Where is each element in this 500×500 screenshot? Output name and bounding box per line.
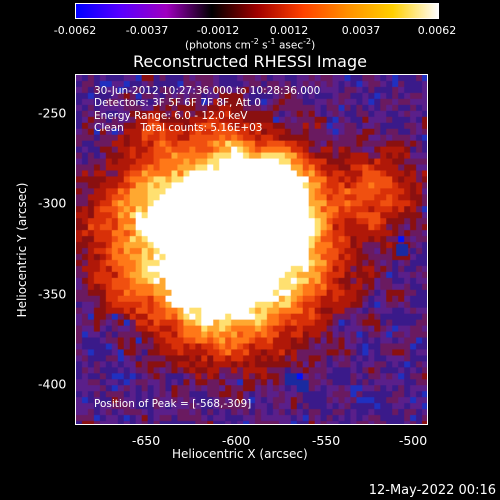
y-tick-label: -300 <box>38 195 67 211</box>
annotation-energy: Energy Range: 6.0 - 12.0 keV <box>94 110 248 122</box>
colorbar-tick: -0.0062 <box>53 24 97 37</box>
plot-title: Reconstructed RHESSI Image <box>133 52 367 71</box>
x-axis-label: Heliocentric X (arcsec) <box>172 447 308 461</box>
colorbar-units: (photons cm-2 s-1 asec-2) <box>185 37 316 52</box>
x-tick-label: -650 <box>131 433 161 448</box>
y-axis-label: Heliocentric Y (arcsec) <box>15 182 29 318</box>
colorbar-tick: 0.0012 <box>269 24 309 37</box>
colorbar-tick: -0.0037 <box>125 24 169 37</box>
y-tick-label: -400 <box>38 376 67 392</box>
rhessi-image <box>75 74 428 425</box>
x-tick-label: -550 <box>311 433 341 448</box>
annotation-detectors: Detectors: 3F 5F 6F 7F 8F, Att 0 <box>94 97 261 109</box>
y-tick-label: -350 <box>38 286 67 302</box>
colorbar-tick: 0.0037 <box>341 24 381 37</box>
colorbar-tick: -0.0012 <box>196 24 240 37</box>
annotation-clean-counts: Clean Total counts: 5.16E+03 <box>94 122 263 134</box>
y-tick-label: -250 <box>38 105 67 121</box>
x-tick-label: -500 <box>398 433 428 448</box>
annotation-peak-position: Position of Peak = [-568,-309] <box>94 398 252 410</box>
colorbar <box>75 3 439 19</box>
annotation-time-range: 30-Jun-2012 10:27:36.000 to 10:28:36.000 <box>94 85 321 97</box>
timestamp: 12-May-2022 00:16 <box>368 483 496 498</box>
colorbar-tick: 0.0062 <box>417 24 457 37</box>
x-tick-label: -600 <box>221 433 251 448</box>
